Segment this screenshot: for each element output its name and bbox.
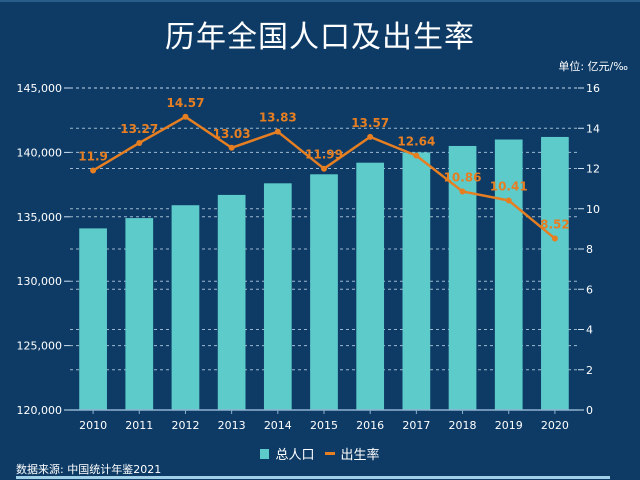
birthrate-point-2020 [551,235,558,242]
legend-swatch-line [324,452,335,455]
bar-2011 [125,218,154,410]
birthrate-label-2010: 11.9 [78,150,108,164]
left-tick-label: 130,000 [17,275,63,288]
bar-2010 [79,228,107,410]
left-tick-label: 145,000 [17,82,63,95]
birthrate-point-2016 [367,133,374,140]
axes: 120,000 125,000 130,000 135,000 140,000 145,0… [17,82,601,432]
data-source: 数据来源: 中国统计年鉴2021 [16,463,162,476]
birthrate-label-2013: 13.03 [213,127,251,141]
right-tick-label: 6 [586,283,593,296]
right-tick-label: 0 [586,404,593,417]
birthrate-label-2016: 13.57 [351,116,389,130]
left-tick-label: 120,000 [17,404,63,417]
birthrate-label-2018: 10.86 [444,170,482,184]
birthrate-point-2013 [228,144,235,151]
chart-title: 历年全国人口及出生率 [165,20,475,55]
birthrate-point-2012 [182,113,189,120]
x-tick-label-2019: 2019 [495,419,523,432]
right-tick-label: 4 [586,324,593,337]
bar-2016 [356,162,385,410]
bar-2020 [541,136,569,410]
x-tick-label-2013: 2013 [218,419,246,432]
legend-label-population: 总人口 [275,448,315,463]
legend-item-population[interactable]: 总人口 [260,444,315,463]
birthrate-label-2014: 13.83 [259,111,297,125]
birthrate-label-2012: 14.57 [166,96,204,110]
bar-2019 [494,139,523,410]
bar-2017 [402,152,431,410]
bar-series [79,136,569,410]
line-series: 11.9 13.27 14.57 13.03 13.83 11.99 13.57 12.64 1… [78,96,570,242]
birthrate-point-2019 [505,197,512,204]
birthrate-label-2019: 10.41 [490,179,528,193]
legend-item-birthrate[interactable]: 出生率 [324,444,380,463]
birthrate-label-2011: 13.27 [120,122,158,136]
birthrate-point-2017 [413,152,420,159]
birthrate-label-2015: 11.99 [305,148,343,162]
legend: 总人口 出生率 [0,444,640,463]
legend-swatch-bar [260,448,270,459]
right-tick-label: 16 [586,82,600,95]
birthrate-point-2018 [459,188,466,195]
legend-label-birthrate: 出生率 [340,448,380,463]
birthrate-label-2020: 8.52 [540,218,570,232]
right-tick-label: 2 [586,364,593,377]
x-tick-label-2015: 2015 [310,419,338,432]
left-tick-label: 140,000 [17,146,63,159]
birthrate-point-2014 [274,128,281,135]
right-tick-label: 12 [586,163,600,176]
top-border [0,0,640,2]
left-tick-label: 135,000 [17,211,63,224]
x-tick-label-2018: 2018 [449,419,477,432]
bar-2012 [171,205,200,410]
right-tick-label: 10 [586,203,600,216]
left-tick-label: 125,000 [17,340,63,353]
x-tick-label-2012: 2012 [171,419,199,432]
birthrate-point-2010 [90,167,97,174]
birthrate-point-2015 [321,165,327,172]
x-tick-label-2010: 2010 [79,419,107,432]
birthrate-point-2011 [136,139,143,146]
x-tick-label-2017: 2017 [402,419,430,432]
right-tick-label: 14 [586,122,600,135]
x-tick-label-2016: 2016 [356,419,384,432]
unit-label: 单位: 亿元/‰ [558,60,628,73]
birthrate-label-2017: 12.64 [397,135,435,149]
bar-2015 [310,174,338,410]
x-tick-label-2020: 2020 [541,419,569,432]
x-tick-label-2011: 2011 [125,419,153,432]
bar-2013 [217,194,246,410]
right-tick-label: 8 [586,243,593,256]
bar-2014 [263,183,292,410]
bar-2018 [448,145,477,410]
x-tick-label-2014: 2014 [264,419,292,432]
bottom-border [16,476,610,479]
